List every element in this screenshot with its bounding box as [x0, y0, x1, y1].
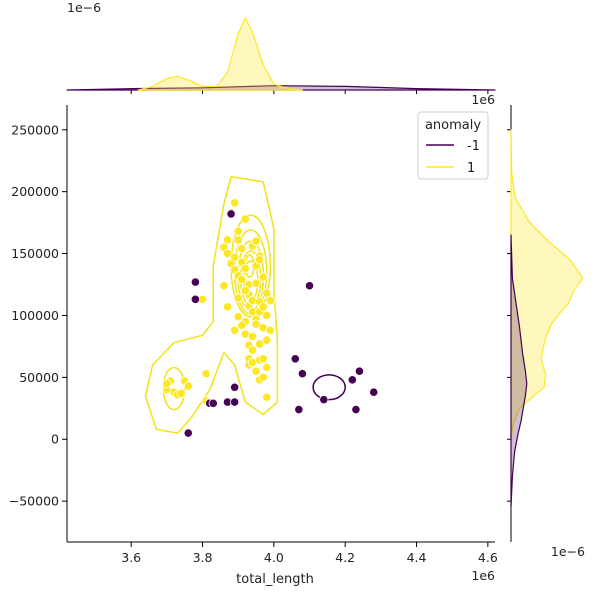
data-point-normal — [237, 244, 247, 254]
right-marginal-density-anomaly — [510, 234, 528, 508]
x-tick-label: 3.6 — [121, 550, 141, 565]
density-contour-anomaly — [312, 374, 346, 401]
x-axis-label: total_length — [236, 572, 314, 587]
data-point-anomaly — [354, 366, 365, 376]
data-point-anomaly — [190, 277, 200, 287]
data-point-normal — [262, 335, 272, 345]
density-contour-normal-outer — [144, 176, 279, 434]
data-point-anomaly — [304, 281, 315, 291]
y-tick-label: 100000 — [11, 308, 59, 323]
data-point-normal — [240, 286, 250, 296]
data-point-normal — [255, 339, 265, 349]
y-tick-label: 0 — [51, 432, 59, 447]
data-point-normal — [265, 325, 275, 335]
data-point-normal — [240, 263, 250, 274]
top-marginal-density-normal — [137, 17, 303, 91]
data-point-normal — [233, 226, 243, 236]
data-point-anomaly — [230, 397, 240, 407]
data-point-normal — [233, 235, 243, 245]
top-marginal-offset-text: 1e−6 — [67, 0, 101, 15]
x-tick-label: 4.2 — [335, 550, 355, 565]
y-tick-label: 250000 — [11, 122, 59, 137]
y-tick-label: 150000 — [11, 246, 59, 261]
legend: anomaly -1 1 — [417, 111, 489, 180]
data-point-normal — [233, 293, 243, 303]
y-tick-label: −50000 — [9, 494, 59, 509]
data-point-normal — [255, 255, 265, 265]
data-point-anomaly — [183, 428, 193, 438]
x-tick-label: 3.8 — [193, 550, 213, 565]
data-point-normal — [201, 369, 211, 379]
x-axis-offset-text: 1e6 — [471, 568, 495, 583]
data-point-normal — [251, 236, 261, 246]
y-tick-label: 200000 — [11, 184, 59, 199]
data-point-anomaly — [319, 395, 329, 405]
data-point-normal — [237, 274, 247, 285]
data-point-normal — [183, 381, 193, 391]
data-point-normal — [258, 302, 268, 312]
data-point-anomaly — [190, 294, 200, 304]
right-marginal-density-normal — [510, 129, 584, 440]
legend-title: anomaly — [425, 118, 481, 133]
scatter-points — [162, 198, 379, 438]
data-point-normal — [219, 281, 229, 291]
data-point-anomaly — [230, 382, 240, 392]
y-tick-label: 50000 — [19, 370, 59, 385]
data-point-anomaly — [290, 354, 300, 364]
axis-ticks: 3.6 3.8 4.0 4.2 4.4 4.6 −50000 0 50000 100000 1500… — [9, 122, 498, 565]
data-point-anomaly — [294, 404, 304, 415]
data-point-normal — [247, 331, 258, 342]
axis-spines — [66, 105, 495, 543]
data-point-normal — [262, 392, 272, 402]
data-point-anomaly — [351, 404, 361, 415]
data-point-normal — [251, 278, 261, 288]
data-point-normal — [262, 310, 272, 321]
data-point-normal — [258, 372, 268, 382]
data-point-anomaly — [208, 398, 218, 408]
x-tick-label: 4.6 — [478, 550, 498, 565]
data-point-normal — [247, 345, 258, 355]
right-marginal-axes — [507, 105, 584, 542]
x-tick-label: 4.4 — [407, 550, 427, 565]
data-point-normal — [222, 302, 233, 312]
data-point-normal — [240, 214, 250, 224]
data-point-normal — [233, 312, 243, 322]
joint-axes: 3.6 3.8 4.0 4.2 4.4 4.6 −50000 0 50000 100000 1500… — [9, 105, 498, 565]
right-marginal-offset-text: 1e−6 — [551, 544, 585, 559]
data-point-normal — [251, 366, 261, 376]
data-point-normal — [230, 252, 240, 262]
x-tick-label: 4.0 — [264, 550, 284, 565]
right-marginal-x-offset-text: 1e6 — [471, 92, 495, 107]
data-point-anomaly — [369, 387, 379, 397]
data-point-anomaly — [347, 375, 357, 385]
data-point-normal — [251, 319, 261, 329]
legend-label-anomaly: -1 — [467, 139, 480, 154]
data-point-normal — [258, 272, 268, 282]
data-point-normal — [262, 288, 272, 298]
data-point-normal — [176, 388, 186, 399]
data-point-anomaly — [226, 209, 236, 219]
data-point-normal — [265, 295, 275, 306]
top-marginal-axes — [66, 17, 496, 94]
data-point-normal — [230, 198, 240, 208]
data-point-normal — [258, 354, 268, 364]
data-point-normal — [262, 362, 272, 373]
data-point-normal — [222, 235, 233, 245]
data-point-normal — [237, 320, 247, 330]
data-point-normal — [162, 378, 172, 389]
data-point-normal — [230, 325, 240, 335]
legend-label-normal: 1 — [467, 161, 475, 176]
data-point-normal — [222, 248, 233, 259]
data-point-anomaly — [297, 369, 307, 379]
